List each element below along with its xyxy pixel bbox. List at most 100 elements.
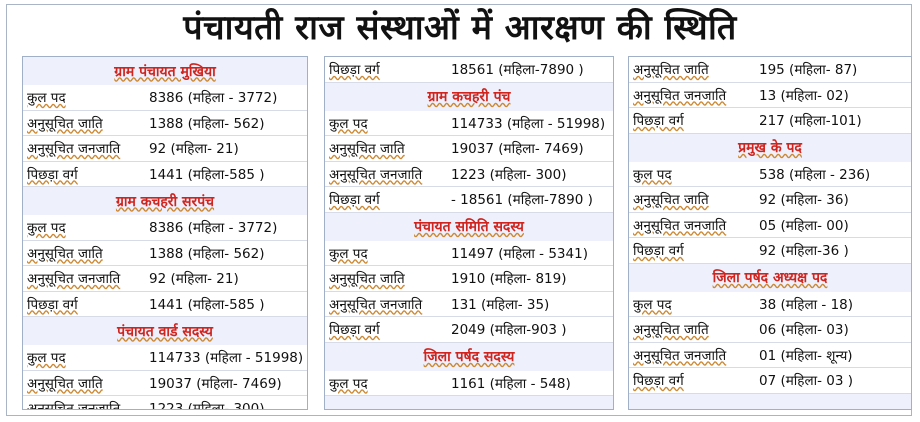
column-2: पिछड़ा वर्ग 18561 (महिला-7890 ) ग्राम कचहर… — [324, 56, 614, 410]
row-value: 92 (महिला- 21) — [149, 271, 239, 288]
row-value: 131 (महिला- 35) — [451, 296, 550, 313]
row-label: अनुसूचित जनजाति — [633, 87, 727, 104]
table-row: अनुसूचित जनजाति 01 (महिला- शून्य) — [629, 342, 911, 368]
row-label: पिछड़ा वर्ग — [329, 62, 380, 79]
table-row: अनुसूचित जनजाति 05 (महिला- 00) — [629, 212, 911, 238]
table-row: पिछड़ा वर्ग 07 (महिला- 03 ) — [629, 368, 911, 394]
row-label: अनुसूचित जाति — [27, 375, 103, 392]
column-3: अनुसूचित जाति 195 (महिला- 87) अनुसूचित जनज… — [628, 56, 912, 410]
table-row: कुल पद 8386 (महिला - 3772) — [23, 215, 307, 241]
row-label: कुल पद — [329, 245, 368, 262]
row-label: अनुसूचित जनजाति — [27, 401, 121, 410]
row-label: अनुसूचित जनजाति — [27, 141, 121, 158]
table-row: पिछड़ा वर्ग 1441 (महिला-585 ) — [23, 161, 307, 187]
section-heading: ग्राम कचहरी सरपंच — [29, 189, 301, 213]
row-value: 1441 (महिला-585 ) — [149, 166, 265, 183]
section-heading-text: पंचायत वार्ड सदस्य — [117, 323, 213, 340]
table-row: अनुसूचित जाति 19037 (महिला- 7469) — [325, 136, 613, 162]
row-label: अनुसूचित जाति — [633, 322, 709, 339]
row-label: अनुसूचित जाति — [329, 141, 405, 158]
row-value: 8386 (महिला - 3772) — [149, 220, 278, 237]
row-value: 538 (महिला - 236) — [759, 166, 871, 183]
row-label: अनुसूचित जाति — [27, 115, 103, 132]
row-value: 19037 (महिला- 7469) — [451, 141, 584, 158]
row-value: 92 (महिला- 21) — [149, 141, 239, 158]
row-value: 8386 (महिला - 3772) — [149, 90, 278, 107]
table-row: अनुसूचित जाति 92 (महिला- 36) — [629, 187, 911, 213]
table-row: पिछड़ा वर्ग - 18561 (महिला-7890 ) — [325, 187, 613, 213]
table-row: पिछड़ा वर्ग 217 (महिला-101) — [629, 108, 911, 134]
table-row: कुल पद 1161 (महिला - 548) — [325, 370, 613, 396]
section-heading-text: ग्राम कचहरी पंच — [427, 89, 511, 105]
section-heading-text: पंचायत समिति सदस्य — [414, 219, 524, 235]
row-value: 1388 (महिला- 562) — [149, 245, 265, 262]
table-row: अनुसूचित जाति 1910 (महिला- 819) — [325, 266, 613, 292]
row-value: - 18561 (महिला-7890 ) — [451, 192, 593, 209]
section-heading: जिला पर्षद अध्यक्ष पद — [635, 265, 905, 290]
table-row: अनुसूचित जाति 1388 (महिला- 562) — [23, 240, 307, 266]
row-label: पिछड़ा वर्ग — [27, 296, 78, 313]
row-label: अनुसूचित जनजाति — [633, 347, 727, 364]
table-row: अनुसूचित जनजाति 131 (महिला- 35) — [325, 291, 613, 317]
row-label: कुल पद — [27, 90, 66, 107]
row-label: पिछड़ा वर्ग — [633, 113, 684, 130]
section-heading: ग्राम कचहरी पंच — [331, 84, 607, 109]
row-value: 05 (महिला- 00) — [759, 217, 849, 234]
section-heading: पंचायत समिति सदस्य — [331, 214, 607, 239]
row-label: कुल पद — [329, 115, 368, 132]
column-1: ग्राम पंचायत मुखिया कुल पद 8386 (महिला - 3… — [22, 56, 308, 410]
table-row: अनुसूचित जनजाति 92 (महिला- 21) — [23, 266, 307, 292]
table-row: अनुसूचित जनजाति 92 (महिला- 21) — [23, 136, 307, 162]
row-value: 92 (महिला-36 ) — [759, 243, 849, 260]
row-value: 92 (महिला- 36) — [759, 192, 849, 209]
row-label: कुल पद — [633, 296, 672, 313]
row-label: पिछड़ा वर्ग — [633, 243, 684, 260]
table-row: पिछड़ा वर्ग 1441 (महिला-585 ) — [23, 291, 307, 317]
row-label: पिछड़ा वर्ग — [329, 192, 380, 209]
row-label: अनुसूचित जनजाति — [329, 166, 423, 183]
section-heading: पंचायत वार्ड सदस्य — [29, 319, 301, 343]
table-row: पिछड़ा वर्ग 92 (महिला-36 ) — [629, 238, 911, 264]
row-value: 1910 (महिला- 819) — [451, 271, 567, 288]
section-heading: प्रमुख के पद — [635, 135, 905, 160]
table-row: अनुसूचित जनजाति 1223 (महिला- 300) — [325, 161, 613, 187]
row-value: 217 (महिला-101) — [759, 113, 862, 130]
row-value: 13 (महिला- 02) — [759, 87, 849, 104]
row-value: 06 (महिला- 03) — [759, 322, 849, 339]
row-value: 38 (महिला - 18) — [759, 296, 854, 313]
row-label: पिछड़ा वर्ग — [633, 373, 684, 390]
table-row: अनुसूचित जनजाति 13 (महिला- 02) — [629, 82, 911, 108]
row-value: 195 (महिला- 87) — [759, 62, 858, 79]
table-row: अनुसूचित जाति 06 (महिला- 03) — [629, 317, 911, 343]
table-row: पिछड़ा वर्ग 2049 (महिला-903 ) — [325, 317, 613, 343]
row-label: कुल पद — [329, 375, 368, 392]
table-row: कुल पद 114733 (महिला - 51998) — [325, 110, 613, 136]
section-heading-text: जिला पर्षद अध्यक्ष पद — [712, 270, 828, 286]
row-value: 1161 (महिला - 548) — [451, 375, 571, 392]
row-value: 11497 (महिला - 5341) — [451, 245, 588, 262]
row-label: अनुसूचित जाति — [633, 192, 709, 209]
row-value: 1441 (महिला-585 ) — [149, 296, 265, 313]
row-value: 18561 (महिला-7890 ) — [451, 62, 584, 79]
row-label: अनुसूचित जनजाति — [633, 217, 727, 234]
section-heading: जिला पर्षद सदस्य — [331, 344, 607, 369]
section-heading-text: प्रमुख के पद — [738, 140, 802, 156]
table-row: कुल पद 538 (महिला - 236) — [629, 161, 911, 187]
row-value: 1388 (महिला- 562) — [149, 115, 265, 132]
table-row: कुल पद 11497 (महिला - 5341) — [325, 240, 613, 266]
row-label: कुल पद — [633, 166, 672, 183]
section-heading: ग्राम पंचायत मुखिया — [29, 59, 301, 83]
row-label: अनुसूचित जनजाति — [27, 271, 121, 288]
table-row: अनुसूचित जाति 195 (महिला- 87) — [629, 57, 911, 83]
row-label: कुल पद — [27, 350, 66, 367]
table-row: अनुसूचित जाति 19037 (महिला- 7469) — [23, 370, 307, 396]
section-heading-text: ग्राम पंचायत मुखिया — [114, 63, 216, 80]
row-label: अनुसूचित जनजाति — [329, 296, 423, 313]
row-value: 19037 (महिला- 7469) — [149, 375, 282, 392]
row-value: 01 (महिला- शून्य) — [759, 347, 853, 364]
row-label: पिछड़ा वर्ग — [329, 322, 380, 339]
table-row: अनुसूचित जाति 1388 (महिला- 562) — [23, 110, 307, 136]
row-label: कुल पद — [27, 220, 66, 237]
row-label: अनुसूचित जाति — [633, 62, 709, 79]
row-value: 07 (महिला- 03 ) — [759, 373, 854, 390]
